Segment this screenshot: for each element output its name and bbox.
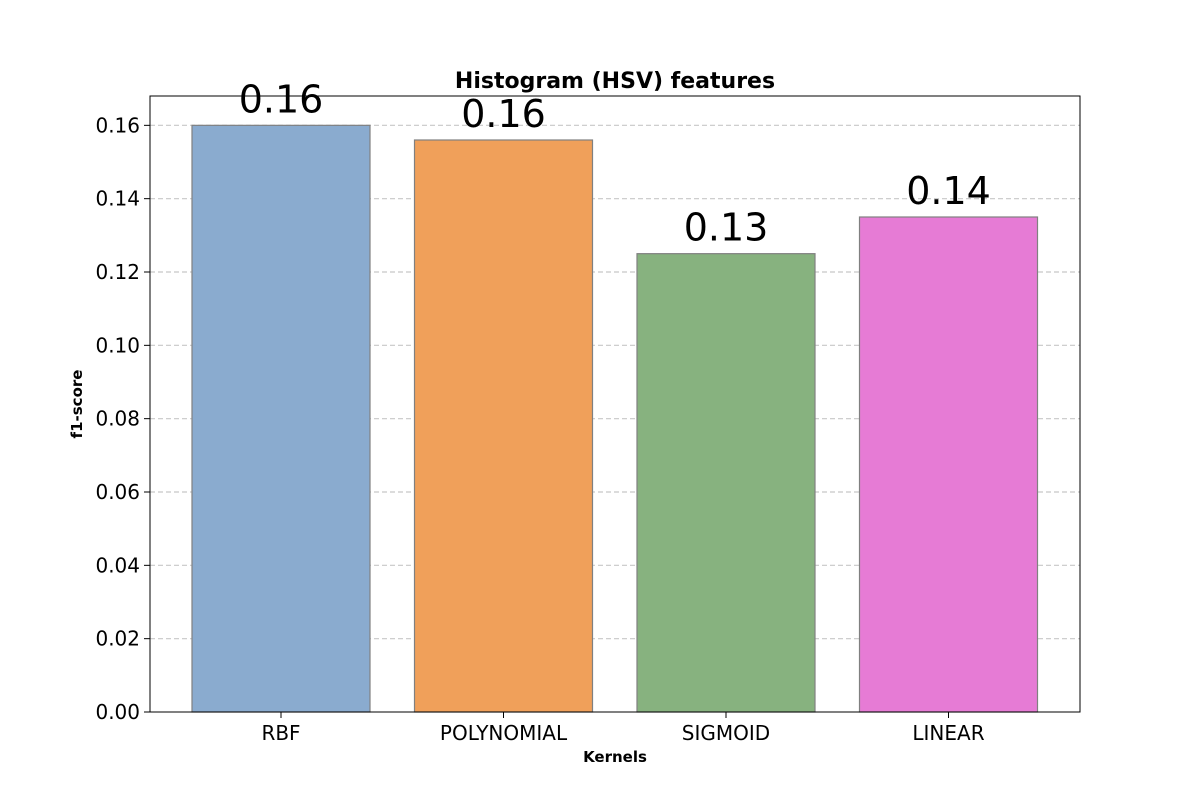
- y-axis-label: f1-score: [68, 370, 86, 439]
- y-tick-label: 0.04: [95, 553, 140, 577]
- y-tick-label: 0.10: [95, 333, 140, 357]
- bars: [191, 124, 1039, 713]
- bar-rbf: [191, 124, 371, 713]
- bar-linear: [858, 216, 1039, 713]
- y-tick-label: 0.02: [95, 627, 140, 651]
- x-tick-label: POLYNOMIAL: [440, 721, 568, 745]
- y-tick-label: 0.08: [95, 407, 140, 431]
- data-label: 0.16: [239, 77, 324, 121]
- bar-sigmoid: [636, 253, 816, 713]
- x-tick-label: LINEAR: [912, 721, 984, 745]
- x-tick-label: SIGMOID: [682, 721, 770, 745]
- data-label: 0.13: [684, 206, 769, 250]
- chart-title: Histogram (HSV) features: [455, 69, 775, 94]
- x-tick-label: RBF: [261, 721, 300, 745]
- axes-frame: [149, 95, 1081, 713]
- x-axis-label: Kernels: [583, 748, 647, 766]
- y-tick-label: 0.16: [95, 113, 140, 137]
- bar-polynomial: [413, 139, 594, 713]
- x-axis-ticks: RBF POLYNOMIAL SIGMOID LINEAR: [261, 712, 985, 745]
- y-tick-label: 0.14: [95, 187, 140, 211]
- data-labels: 0.16 0.16 0.13 0.14: [239, 77, 991, 249]
- data-label: 0.16: [461, 92, 546, 136]
- y-tick-label: 0.12: [95, 260, 140, 284]
- y-tick-label: 0.06: [95, 480, 140, 504]
- data-label: 0.14: [906, 169, 991, 213]
- y-axis-ticks: 0.00 0.02 0.04 0.06 0.08 0.10 0.12 0.14 0.16: [95, 113, 150, 724]
- y-tick-label: 0.00: [95, 700, 140, 724]
